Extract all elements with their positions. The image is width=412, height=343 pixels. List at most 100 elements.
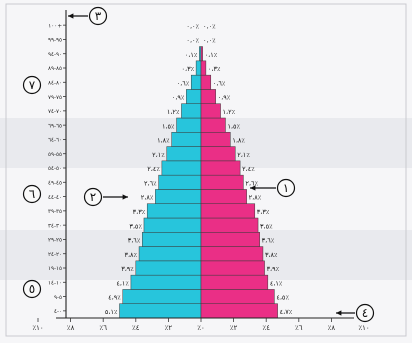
bar-value-label: ٣،٥٪: [260, 222, 273, 230]
y-tick-label: ٩٠-٩٤: [48, 51, 62, 58]
x-tick-label: ٪١٠: [32, 324, 43, 332]
bar-value-label: ٠،٦٪: [213, 79, 226, 87]
y-tick-label: ٨٥-٨٩: [48, 66, 62, 72]
y-tick-label: ٩٥-٩٩: [48, 38, 62, 44]
bar-right: [200, 117, 226, 133]
bar-value-label: ٣،٨٪: [265, 251, 278, 259]
y-tick-label: ٤٠-٤٤: [48, 194, 62, 201]
bar-right: [200, 103, 221, 119]
marker-label: ٣: [95, 9, 102, 23]
bar-right: [200, 217, 259, 233]
marker-circle: [276, 178, 296, 198]
bar-left: [146, 203, 202, 219]
bar-left: [176, 117, 202, 133]
marker-label: ٤: [362, 306, 368, 320]
bar-value-label: ٢،٨٪: [141, 194, 154, 202]
bar-left: [130, 274, 202, 290]
bar-value-label: ١،٨٪: [157, 137, 170, 145]
marker-label: ٢: [90, 190, 96, 204]
bar-right: [200, 303, 278, 319]
bar-right: [200, 174, 244, 190]
bar-value-label: ٣،٨٪: [124, 251, 137, 259]
y-tick-label: ٤٥-٤٩: [48, 179, 62, 186]
bar-left: [119, 303, 202, 319]
arrow-head: [68, 13, 74, 19]
y-tick-label: ٧٥-٧٩: [48, 95, 62, 101]
bar-value-label: ٢،٤٪: [242, 165, 255, 173]
bar-left: [166, 146, 202, 162]
bar-value-label: ٢،١٪: [152, 151, 165, 159]
arrow-head: [250, 185, 256, 191]
x-tick-label: ٪٨: [328, 324, 336, 332]
x-tick-label: ٪٦: [295, 324, 303, 332]
bar-right: [200, 132, 231, 147]
bar-value-label: ٥،١٪: [105, 308, 118, 316]
bar-left: [171, 132, 202, 147]
bar-left: [195, 60, 202, 76]
bar-value-label: ٤،٥٪: [276, 294, 289, 302]
marker-label: ١: [283, 181, 289, 195]
y-tick-label: ٢٥-٢٩: [48, 238, 62, 244]
bar-value-label: ٠،١٪: [185, 51, 198, 59]
bar-right: [200, 260, 265, 276]
bar-left: [138, 246, 202, 262]
bar-left: [186, 89, 202, 104]
marker-circle: [22, 75, 42, 95]
marker-label: ٦: [29, 187, 35, 201]
x-tick-label: ٪٤: [262, 324, 270, 332]
bar-value-label: ١،٥٪: [227, 122, 240, 130]
bar-value-label: ١،٨٪: [232, 137, 245, 145]
x-tick-label: ٪٨: [67, 324, 75, 332]
bar-value-label: ٢،٨٪: [249, 194, 262, 202]
bar-value-label: ٣،٩٪: [121, 265, 134, 273]
arrow-head: [336, 310, 342, 316]
x-tick-label: ٪٦: [99, 324, 107, 332]
bar-right: [200, 146, 236, 162]
y-tick-label: ٥-٩: [54, 295, 62, 301]
bar-value-label: ٠،٣٪: [208, 65, 221, 73]
y-tick-label: ٣٠-٣٤: [48, 222, 62, 229]
bar-value-label: ٠،٠٪: [203, 22, 216, 30]
bar-value-label: ٣،٣٪: [133, 208, 146, 216]
bar-left: [190, 74, 202, 90]
bar-left: [142, 232, 202, 247]
bar-value-label: ٣،٩٪: [267, 265, 280, 273]
bar-left: [143, 217, 202, 233]
bar-right: [200, 189, 247, 204]
y-tick-label: ٣٥-٣٩: [48, 209, 62, 215]
marker-label: ٥: [29, 282, 35, 296]
x-tick-label: ٪١٠: [358, 324, 369, 332]
y-tick-label: ٦٥-٦٩: [48, 123, 62, 129]
bar-right: [200, 46, 203, 62]
bar-left: [158, 174, 202, 190]
bar-right: [200, 274, 269, 290]
marker-circle: [22, 279, 42, 299]
bar-value-label: ١،٢٪: [167, 108, 180, 116]
x-tick-label: ٪٠: [197, 324, 205, 332]
marker-circle: [355, 303, 375, 323]
bar-right: [200, 60, 207, 76]
bar-value-label: ٤،٧٪: [280, 308, 293, 316]
bar-value-label: ٣،٦٪: [128, 237, 141, 245]
y-tick-label: ٠-٤: [54, 308, 62, 315]
marker-circle: [88, 6, 108, 26]
bar-left: [161, 160, 202, 176]
arrow-head: [122, 194, 128, 200]
y-tick-label: ١٠٠+: [48, 23, 62, 29]
x-tick-label: ٪٢: [165, 324, 173, 332]
bar-value-label: ٠،٣٪: [182, 65, 195, 73]
y-tick-label: ١٥-١٩: [48, 266, 62, 272]
bar-value-label: ٠،٩٪: [172, 94, 185, 102]
bar-right: [200, 246, 264, 262]
bar-value-label: ٠،٩٪: [218, 94, 231, 102]
bar-value-label: ٢،٤٪: [147, 165, 160, 173]
bar-value-label: ٤،٩٪: [108, 294, 121, 302]
bar-value-label: ٠،٦٪: [177, 79, 190, 87]
bar-value-label: ٠،١٪: [205, 51, 218, 59]
y-tick-label: ٥٥-٥٩: [48, 152, 62, 158]
y-tick-label: ٥٠-٥٤: [48, 165, 62, 172]
bar-right: [200, 89, 216, 104]
y-tick-label: ٨٠-٨٤: [48, 79, 62, 86]
